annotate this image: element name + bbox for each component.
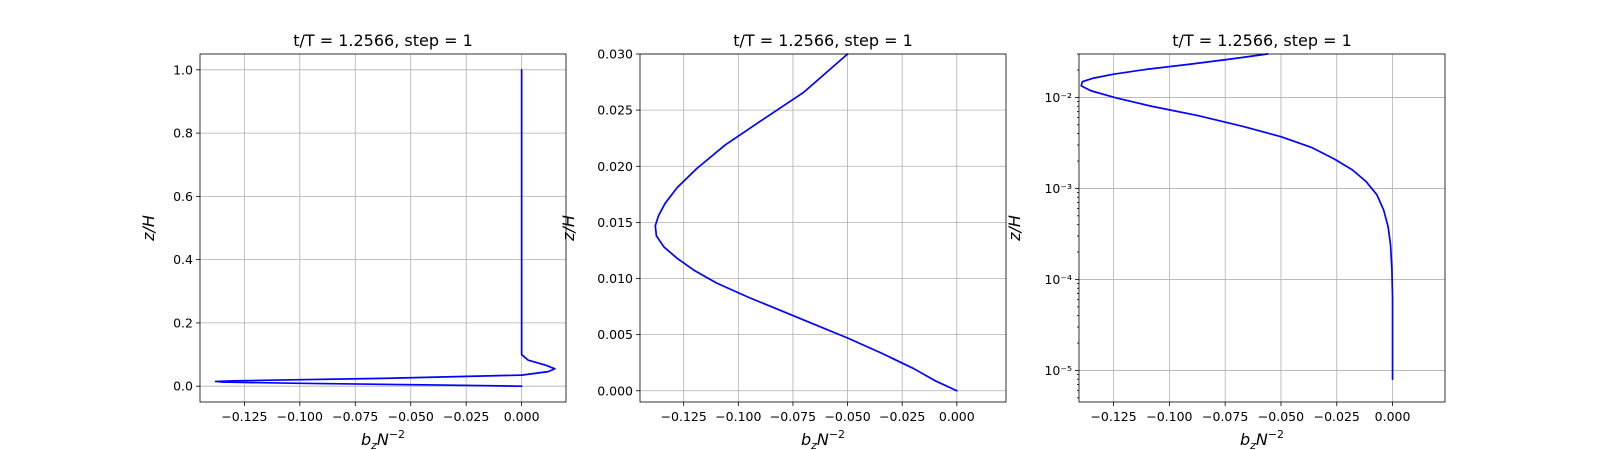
y-tick-label: 0.2 xyxy=(173,315,193,330)
chart-title: t/T = 1.2566, step = 1 xyxy=(1172,31,1352,50)
y-tick-label: 0.005 xyxy=(597,327,633,342)
x-tick-label: −0.125 xyxy=(221,409,267,424)
y-axis-label: z/H xyxy=(139,215,158,242)
x-tick-label: −0.100 xyxy=(277,409,323,424)
y-tick-label: 10⁻⁴ xyxy=(1044,272,1072,287)
y-tick-label: 0.4 xyxy=(173,252,193,267)
y-tick-label: 0.010 xyxy=(597,271,633,286)
chart-title: t/T = 1.2566, step = 1 xyxy=(293,31,473,50)
subplot-2: −0.125 −0.100 −0.075 −0.050 −0.025 0.000 0.000… xyxy=(559,31,1007,450)
y-axis-label: z/H xyxy=(1005,215,1024,242)
y-tick-label: 10⁻² xyxy=(1044,90,1072,105)
x-tick-label: −0.075 xyxy=(332,409,378,424)
series-line-1 xyxy=(654,53,958,392)
x-tick-label: −0.050 xyxy=(1258,409,1304,424)
y-tick-label: 0.025 xyxy=(597,103,633,118)
x-axis-label: bzN−2 xyxy=(361,428,405,450)
y-tick-label: 0.030 xyxy=(597,47,633,62)
x-tick-label: −0.100 xyxy=(715,409,761,424)
y-tick-label: 0.020 xyxy=(597,159,633,174)
series-line-1 xyxy=(1080,53,1394,381)
y-tick-label: 0.8 xyxy=(173,126,193,141)
x-tick-label: 0.000 xyxy=(504,409,540,424)
x-tick-label: −0.125 xyxy=(661,409,707,424)
x-tick-label: −0.025 xyxy=(1314,409,1360,424)
subplot-1: −0.125 −0.100 −0.075 −0.050 −0.025 0.000 0.0 0.… xyxy=(139,31,567,450)
y-tick-label: 10⁻³ xyxy=(1044,181,1072,196)
subplot-3: −0.125 −0.100 −0.075 −0.050 −0.025 0.000 10⁻⁵ 1… xyxy=(1005,31,1446,450)
x-tick-label: −0.025 xyxy=(443,409,489,424)
x-tick-label: −0.075 xyxy=(1202,409,1248,424)
axes-frame xyxy=(1078,53,1446,403)
axes-frame xyxy=(199,53,567,403)
x-tick-label: −0.050 xyxy=(388,409,434,424)
y-tick-label: 0.0 xyxy=(173,379,193,394)
y-axis-label: z/H xyxy=(559,215,578,242)
axes-frame xyxy=(639,53,1007,403)
x-axis-label: bzN−2 xyxy=(1240,428,1284,450)
series-line-1 xyxy=(214,68,556,388)
x-tick-label: −0.075 xyxy=(770,409,816,424)
x-tick-label: −0.025 xyxy=(879,409,925,424)
x-tick-label: −0.125 xyxy=(1090,409,1136,424)
x-tick-label: 0.000 xyxy=(939,409,975,424)
y-tick-label: 0.6 xyxy=(173,189,193,204)
y-tick-label: 1.0 xyxy=(173,62,193,77)
y-tick-label: 0.000 xyxy=(597,383,633,398)
chart-title: t/T = 1.2566, step = 1 xyxy=(733,31,913,50)
x-tick-label: −0.050 xyxy=(824,409,870,424)
x-axis-label: bzN−2 xyxy=(801,428,845,450)
x-tick-label: −0.100 xyxy=(1146,409,1192,424)
x-tick-label: 0.000 xyxy=(1375,409,1411,424)
y-tick-label: 0.015 xyxy=(597,215,633,230)
y-tick-label: 10⁻⁵ xyxy=(1044,363,1072,378)
